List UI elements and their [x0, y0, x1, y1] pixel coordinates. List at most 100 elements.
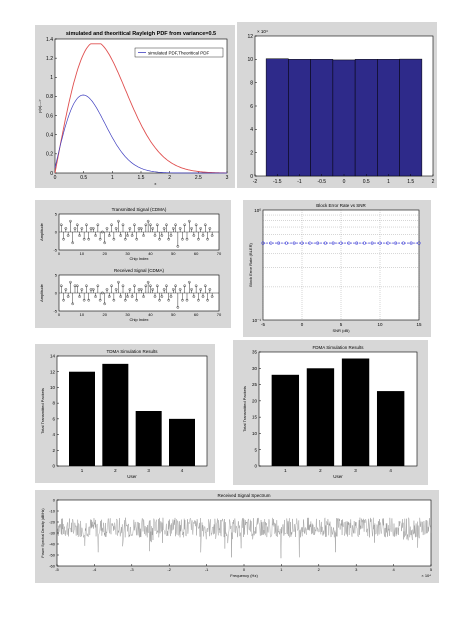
y-tick-label: 0 — [55, 230, 58, 235]
stem-marker — [60, 284, 63, 288]
rayleigh-pdf-chart: 0 0.2 0.4 0.6 0.8 1 1.2 1.4 0 0.5 1 1.5 2 2.5 3 simulat… — [37, 31, 229, 186]
bler-marker — [315, 241, 320, 245]
stem-marker — [165, 223, 168, 227]
stem-marker — [206, 237, 209, 241]
y-tick-label: 0 — [55, 291, 58, 296]
stem-marker — [105, 227, 109, 230]
stem-marker — [153, 295, 157, 298]
x-tick-label: -5 — [55, 567, 59, 572]
stem-marker — [108, 234, 111, 237]
y-tick-label: 10 — [247, 57, 253, 63]
y-tick-label: 0.8 — [46, 94, 53, 100]
stem-marker — [190, 227, 193, 230]
histogram-bar — [332, 59, 356, 177]
bler-marker — [276, 241, 281, 245]
stem-marker — [201, 234, 205, 237]
stem-marker — [185, 298, 189, 302]
stem-marker — [176, 245, 180, 248]
x-tick-label: -1 — [205, 567, 209, 572]
stem-marker — [103, 302, 106, 306]
histogram-bar — [310, 59, 334, 177]
y-tick-label: 10 — [252, 431, 258, 436]
x-tick-label: 2 — [432, 179, 435, 185]
fdma-bar — [271, 374, 300, 466]
stem-marker — [169, 234, 173, 237]
stem-marker — [162, 227, 166, 230]
stem-marker — [144, 223, 148, 227]
bler-marker — [269, 241, 273, 245]
x-tick-label: 60 — [194, 312, 199, 317]
y-tick-label: 30 — [252, 366, 258, 371]
x-tick-label: 0.5 — [363, 179, 370, 185]
x-tick-label: 30 — [125, 312, 130, 317]
stem-marker — [190, 288, 193, 291]
x-axis-label: Chip Index — [129, 256, 148, 261]
stem-marker — [92, 288, 95, 291]
x-tick-label: -1 — [297, 179, 302, 185]
bler-marker — [362, 241, 367, 245]
stem-marker — [76, 284, 79, 288]
stem-marker — [194, 284, 198, 288]
stem-marker — [208, 288, 212, 291]
y-tick-label: 0 — [254, 464, 257, 469]
x-tick-label: 3 — [226, 175, 229, 181]
legend-label: simulated PDF,Theoritical PDF — [148, 50, 210, 55]
stem-marker — [176, 306, 180, 309]
chart-title: TDMA Simulation Results — [106, 349, 158, 354]
x-tick-label: 0 — [58, 312, 61, 317]
stem-marker — [73, 227, 77, 230]
x-axis-label: User — [333, 474, 343, 479]
stem-marker — [210, 234, 214, 237]
stem-marker — [192, 234, 196, 237]
stem-marker — [172, 227, 175, 230]
stem-marker — [101, 291, 104, 295]
bler-chart: -5 0 5 10 15 10⁰ 10⁻¹ Block Error Rate vs SNR SN… — [248, 203, 422, 333]
stem-marker — [98, 298, 102, 302]
stem-marker — [94, 234, 97, 237]
bler-marker — [331, 241, 335, 245]
histogram-bar — [288, 59, 311, 177]
stem-marker — [128, 227, 132, 230]
x-tick-label: 2 — [168, 175, 171, 181]
rayleigh-pdf-figure: 0 0.2 0.4 0.6 0.8 1 1.2 1.4 0 0.5 1 1.5 2 2.5 3 simulat… — [35, 25, 235, 188]
x-tick-label: 2 — [114, 468, 117, 473]
x-tick-label: 0.5 — [80, 175, 87, 181]
x-tick-label: 20 — [102, 251, 107, 256]
plot-area — [54, 38, 228, 174]
x-tick-label: 60 — [194, 251, 199, 256]
stem-marker — [60, 223, 63, 227]
stem-marker — [62, 298, 65, 302]
stem-marker — [80, 288, 84, 291]
stem-marker — [96, 223, 100, 227]
y-tick-label: 2 — [250, 150, 253, 156]
stem-marker — [85, 223, 88, 227]
bler-marker — [401, 241, 406, 245]
x-tick-label: 50 — [171, 251, 176, 256]
bler-marker — [354, 241, 359, 245]
stem-marker — [146, 219, 150, 223]
y-tick-label: 10⁰ — [254, 208, 261, 213]
stem-marker — [188, 219, 191, 223]
y-tick-label: 0.4 — [46, 133, 53, 139]
stem-marker — [130, 234, 134, 237]
stem-marker — [126, 234, 129, 237]
bler-figure: -5 0 5 10 15 10⁰ 10⁻¹ Block Error Rate vs SNR SN… — [243, 200, 431, 337]
y-tick-label: 20 — [252, 398, 258, 403]
stem-marker — [62, 237, 65, 241]
y-tick-label: -20 — [49, 520, 56, 525]
stem-marker — [71, 241, 74, 245]
stem-marker — [101, 230, 104, 234]
bler-marker — [386, 241, 390, 245]
stem-marker — [206, 298, 209, 302]
x-axis-label: x — [154, 181, 156, 186]
y-tick-label: 1.2 — [46, 56, 53, 62]
subplot-title: Received Signal (CDMA) — [114, 268, 165, 273]
y-tick-label: 8 — [250, 80, 253, 86]
stem-marker — [201, 295, 205, 298]
x-tick-label: 50 — [171, 312, 176, 317]
plot-area — [56, 499, 432, 567]
stem-marker — [85, 284, 88, 288]
y-tick-label: 35 — [252, 350, 258, 355]
stem-marker — [142, 234, 145, 237]
